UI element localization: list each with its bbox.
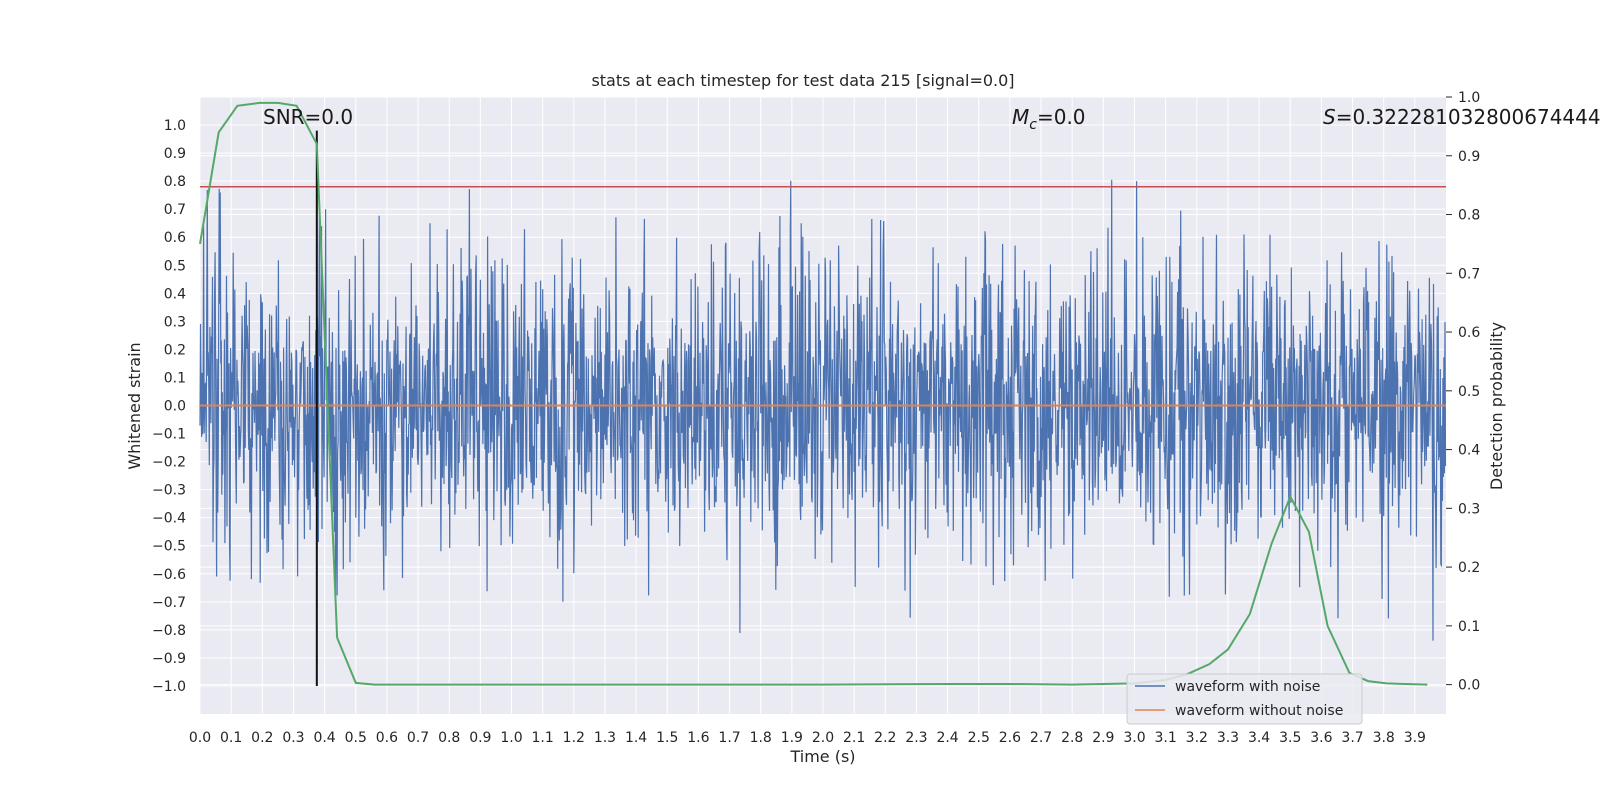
y-tick-label: 0.4 [164,286,186,302]
chart-title: stats at each timestep for test data 215… [591,71,1014,90]
x-tick-label: 3.5 [1279,730,1301,746]
y-axis-label: Whitened strain [125,342,144,469]
s-symbol: S [1323,105,1336,129]
x-tick-label: 1.9 [781,730,803,746]
x-tick-label: 3.3 [1217,730,1239,746]
x-tick-label: 2.4 [936,730,958,746]
x-tick-label: 2.2 [874,730,896,746]
x-tick-label: 1.4 [625,730,647,746]
series-line-noise [199,179,1447,641]
x-tick-label: 3.7 [1341,730,1363,746]
x-tick-label: 0.9 [469,730,491,746]
x-tick-label: 3.8 [1373,730,1395,746]
mc-annotation: Mc=0.0 [1012,105,1086,133]
y-tick-label: −0.5 [152,539,186,555]
noisy-waveform-series [199,179,1447,641]
y-tick-label: −0.2 [152,455,186,471]
x-tick-label: 2.3 [905,730,927,746]
y-tick-label: 0.3 [164,314,186,330]
right-y-tick-label: 0.9 [1458,149,1480,165]
y-tick-label: 0.0 [164,399,186,415]
snr-annotation: SNR=0.0 [263,105,353,129]
x-tick-label: 1.2 [563,730,585,746]
x-tick-label: 3.9 [1404,730,1426,746]
mc-subscript: c [1029,117,1037,133]
right-y-tick-label: 0.7 [1458,266,1480,282]
y-tick-label: −0.1 [152,427,186,443]
y-tick-label: 0.1 [164,370,186,386]
legend: waveform with noise waveform without noi… [1126,673,1363,725]
x-tick-label: 1.5 [656,730,678,746]
x-tick-label: 0.8 [438,730,460,746]
s-annotation: S=0.322281032800674444 [1323,105,1600,129]
y-tick-label: −0.4 [152,511,186,527]
y-tick-label: 0.9 [164,146,186,162]
y-tick-label: −1.0 [152,679,186,695]
right-y-tick-label: 0.1 [1458,619,1480,635]
x-tick-label: 2.9 [1092,730,1114,746]
right-y-tick-label: 1.0 [1458,90,1480,106]
y-tick-label: −0.7 [152,595,186,611]
x-tick-label: 0.0 [189,730,211,746]
right-y-tick-label: 0.2 [1458,560,1480,576]
mc-value: =0.0 [1037,105,1086,129]
s-value: =0.322281032800674444 [1336,105,1600,129]
x-tick-label: 1.7 [718,730,740,746]
x-tick-label: 1.6 [687,730,709,746]
x-tick-label: 2.5 [968,730,990,746]
legend-box [1126,673,1363,725]
x-tick-label: 2.7 [1030,730,1052,746]
y-tick-label: 1.0 [164,118,186,134]
x-axis-label: Time (s) [789,747,855,766]
x-tick-label: 1.3 [594,730,616,746]
x-tick-label: 2.0 [812,730,834,746]
y-tick-label: 0.2 [164,342,186,358]
y-tick-label: −0.9 [152,651,186,667]
overlay-lines [199,101,1446,686]
x-tick-label: 0.3 [282,730,304,746]
y-axis-ticks: 1.0 0.9 0.8 0.7 0.6 0.5 0.4 0.3 0.2 0.1 0.0 −0.1 −0.… [152,118,186,695]
x-tick-label: 2.8 [1061,730,1083,746]
right-y-tick-label: 0.0 [1458,678,1480,694]
right-y-axis-label: Detection probability [1487,322,1506,490]
x-tick-label: 3.4 [1248,730,1270,746]
x-tick-label: 2.6 [999,730,1021,746]
right-y-tick-label: 0.6 [1458,325,1480,341]
x-tick-label: 2.1 [843,730,865,746]
y-tick-label: −0.6 [152,567,186,583]
right-y-axis-ticks: 1.0 0.9 0.8 0.7 0.6 0.5 0.4 0.3 0.2 0.1 0.0 [1446,90,1480,694]
x-tick-label: 1.1 [532,730,554,746]
x-tick-label: 0.4 [313,730,335,746]
y-tick-label: −0.3 [152,483,186,499]
legend-label-noise: waveform with noise [1175,679,1320,695]
y-tick-label: −0.8 [152,623,186,639]
x-tick-label: 0.1 [220,730,242,746]
x-axis-ticks: 0.0 0.1 0.2 0.3 0.4 0.5 0.6 0.7 0.8 0.9 1.0 1.1 1.2 1… [189,730,1426,746]
x-tick-label: 0.5 [345,730,367,746]
y-tick-label: 0.7 [164,202,186,218]
x-tick-label: 0.7 [407,730,429,746]
mc-symbol: M [1012,105,1029,129]
x-tick-label: 0.6 [376,730,398,746]
series-line-detection-probability [199,101,1428,686]
x-tick-label: 3.1 [1155,730,1177,746]
legend-label-clean: waveform without noise [1175,703,1343,719]
y-tick-label: 0.8 [164,174,186,190]
x-tick-label: 3.2 [1186,730,1208,746]
x-tick-label: 1.8 [750,730,772,746]
right-y-tick-label: 0.5 [1458,384,1480,400]
y-tick-label: 0.5 [164,258,186,274]
y-tick-label: 0.6 [164,230,186,246]
x-tick-label: 1.0 [500,730,522,746]
x-tick-label: 3.6 [1310,730,1332,746]
x-tick-label: 0.2 [251,730,273,746]
right-y-tick-label: 0.3 [1458,501,1480,517]
x-tick-label: 3.0 [1123,730,1145,746]
right-y-tick-label: 0.8 [1458,208,1480,224]
right-y-tick-label: 0.4 [1458,443,1480,459]
